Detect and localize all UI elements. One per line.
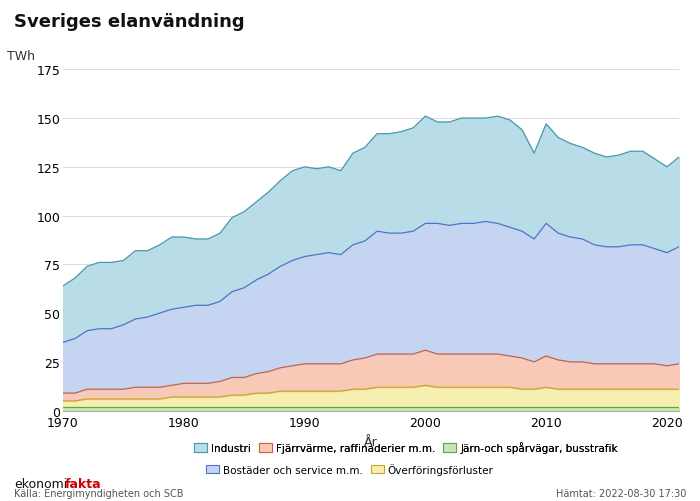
Text: TWh: TWh xyxy=(7,50,35,63)
Legend: Bostäder och service m.m., Överföringsförluster: Bostäder och service m.m., Överföringsfö… xyxy=(206,463,494,475)
Text: Sveriges elanvändning: Sveriges elanvändning xyxy=(14,13,244,31)
Text: fakta: fakta xyxy=(64,477,101,490)
Legend: Industri, Fjärrvärme, raffinaderier m.m., Järn-och spårvägar, busstrafik: Industri, Fjärrvärme, raffinaderier m.m.… xyxy=(194,441,618,453)
Text: Hämtat: 2022-08-30 17:30: Hämtat: 2022-08-30 17:30 xyxy=(556,488,686,498)
Text: ekonomi: ekonomi xyxy=(14,477,67,490)
X-axis label: År: År xyxy=(364,435,378,448)
Text: Källa: Energimyndigheten och SCB: Källa: Energimyndigheten och SCB xyxy=(14,488,183,498)
